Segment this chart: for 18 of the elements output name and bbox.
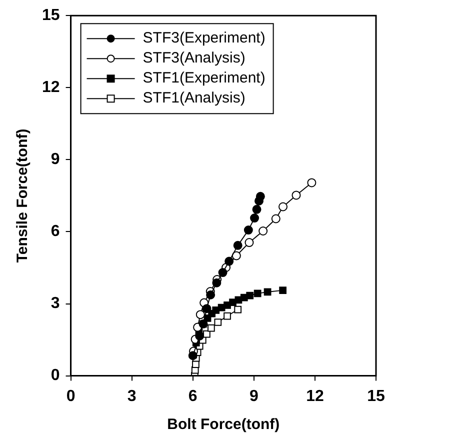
y-tick-label: 6 bbox=[50, 223, 60, 240]
legend-label: STF1(Analysis) bbox=[142, 90, 246, 107]
legend-label: STF3(Analysis) bbox=[142, 50, 246, 67]
x-tick-label: 9 bbox=[249, 388, 258, 405]
y-tick-label: 9 bbox=[50, 151, 60, 168]
y-tick-label: 3 bbox=[50, 295, 60, 312]
y-tick-label: 15 bbox=[42, 7, 60, 24]
y-tick-label: 12 bbox=[42, 79, 60, 96]
x-tick-label: 6 bbox=[188, 388, 198, 405]
x-tick-label: 0 bbox=[66, 388, 76, 405]
x-tick-label: 3 bbox=[127, 388, 136, 405]
legend-label: STF1(Experiment) bbox=[142, 70, 266, 87]
legend-label: STF3(Experiment) bbox=[142, 30, 266, 47]
x-tick-label: 12 bbox=[306, 388, 324, 405]
y-axis-title: Tensile Force(tonf) bbox=[14, 128, 32, 263]
y-tick-label: 0 bbox=[50, 367, 60, 384]
x-axis-title: Bolt Force(tonf) bbox=[167, 416, 280, 434]
x-tick-label: 15 bbox=[367, 388, 385, 405]
